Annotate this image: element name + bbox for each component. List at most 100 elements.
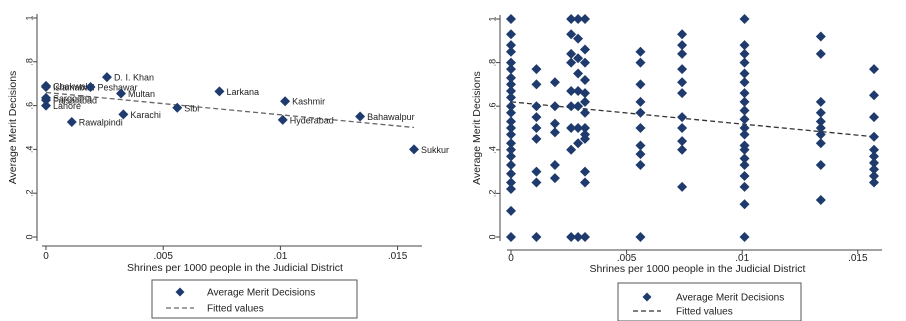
data-point [506, 14, 516, 24]
data-point [677, 144, 688, 155]
data-point [739, 144, 750, 155]
data-point [635, 96, 646, 107]
y-tick-label: .8 [487, 59, 497, 67]
data-point [815, 31, 826, 42]
data-point [635, 140, 646, 151]
data-point [635, 46, 646, 57]
y-tick-label: 0 [24, 234, 34, 239]
data-point [677, 64, 688, 75]
data-point [506, 107, 516, 118]
data-point [739, 105, 750, 116]
data-point [506, 144, 516, 155]
data-point [506, 64, 516, 75]
data-point [506, 138, 516, 149]
data-point [579, 14, 590, 24]
data-point [277, 114, 288, 125]
data-point [118, 109, 129, 120]
legend-label: Average Merit Decisions [676, 293, 784, 304]
data-point [739, 48, 750, 59]
data-point [506, 168, 516, 179]
data-point [739, 40, 750, 51]
data-point [579, 123, 590, 133]
data-point [635, 149, 646, 160]
data-point [506, 151, 516, 162]
data-point [579, 88, 590, 99]
data-point [85, 81, 96, 92]
data-point [815, 194, 826, 205]
data-point [214, 86, 225, 97]
point-label: Multan [128, 89, 155, 99]
fitted-line [45, 91, 415, 129]
data-point [635, 57, 646, 68]
data-point [41, 95, 51, 106]
data-point [579, 107, 590, 118]
x-tick-label: .005 [153, 251, 173, 262]
data-point [506, 29, 516, 40]
data-point [579, 166, 590, 177]
data-point [739, 153, 750, 164]
data-point [566, 14, 577, 24]
point-label: Faisalabad [53, 96, 97, 106]
data-point [566, 29, 577, 40]
data-point [739, 114, 750, 125]
data-point [815, 116, 826, 127]
point-label: Kashmir [292, 97, 325, 107]
data-point [739, 232, 750, 242]
data-point [549, 101, 560, 112]
data-point [869, 64, 879, 75]
data-point [531, 166, 542, 177]
x-tick-label: .01 [735, 253, 749, 264]
point-label: Larkana [226, 87, 259, 97]
data-point [566, 57, 577, 68]
data-point [531, 112, 542, 123]
data-point [677, 88, 688, 99]
data-point [116, 88, 127, 99]
data-point [573, 14, 584, 24]
data-point [531, 177, 542, 188]
y-axis-title: Average Merit Decisions [471, 71, 483, 185]
data-point [815, 96, 826, 107]
data-point [506, 205, 516, 216]
data-point [739, 68, 750, 79]
data-point [869, 170, 879, 181]
y-axis-title: Average Merit Decisions [7, 71, 19, 185]
y-tick-label: .2 [24, 189, 34, 197]
data-point [869, 131, 879, 142]
legend-box [151, 279, 358, 319]
point-label: Sibi [184, 103, 199, 113]
legend-label: Fitted values [676, 307, 733, 318]
data-point [531, 133, 542, 144]
data-point [566, 123, 577, 133]
data-point [869, 90, 879, 101]
data-point [815, 138, 826, 149]
data-point [869, 157, 879, 168]
y-tick-label: .4 [487, 146, 497, 154]
data-point [815, 107, 826, 118]
data-point [566, 85, 577, 96]
chart-right: 0 .2 .4 .6 .8 1 0 .005 .01 .015 Shrines per 1000 p… [471, 14, 882, 321]
data-point [739, 170, 750, 181]
x-tick-label: 0 [508, 253, 514, 264]
data-point [579, 75, 590, 86]
data-point [506, 85, 516, 96]
data-point [355, 111, 366, 122]
data-point [677, 136, 688, 147]
point-label: Bahawalpur [367, 112, 415, 122]
data-point [531, 64, 542, 75]
y-tick-label: .8 [24, 58, 34, 66]
data-point [579, 57, 590, 68]
data-point [41, 100, 51, 111]
data-point [573, 232, 584, 242]
data-point [409, 144, 419, 155]
data-point [815, 48, 826, 59]
point-label: Karachi [130, 110, 161, 120]
data-point [739, 96, 750, 107]
data-point [531, 101, 542, 112]
legend-marker [175, 287, 185, 297]
data-point [566, 48, 577, 59]
x-tick-label: .01 [273, 251, 287, 262]
data-point [677, 29, 688, 40]
data-point [549, 173, 560, 184]
legend-marker [642, 292, 652, 302]
